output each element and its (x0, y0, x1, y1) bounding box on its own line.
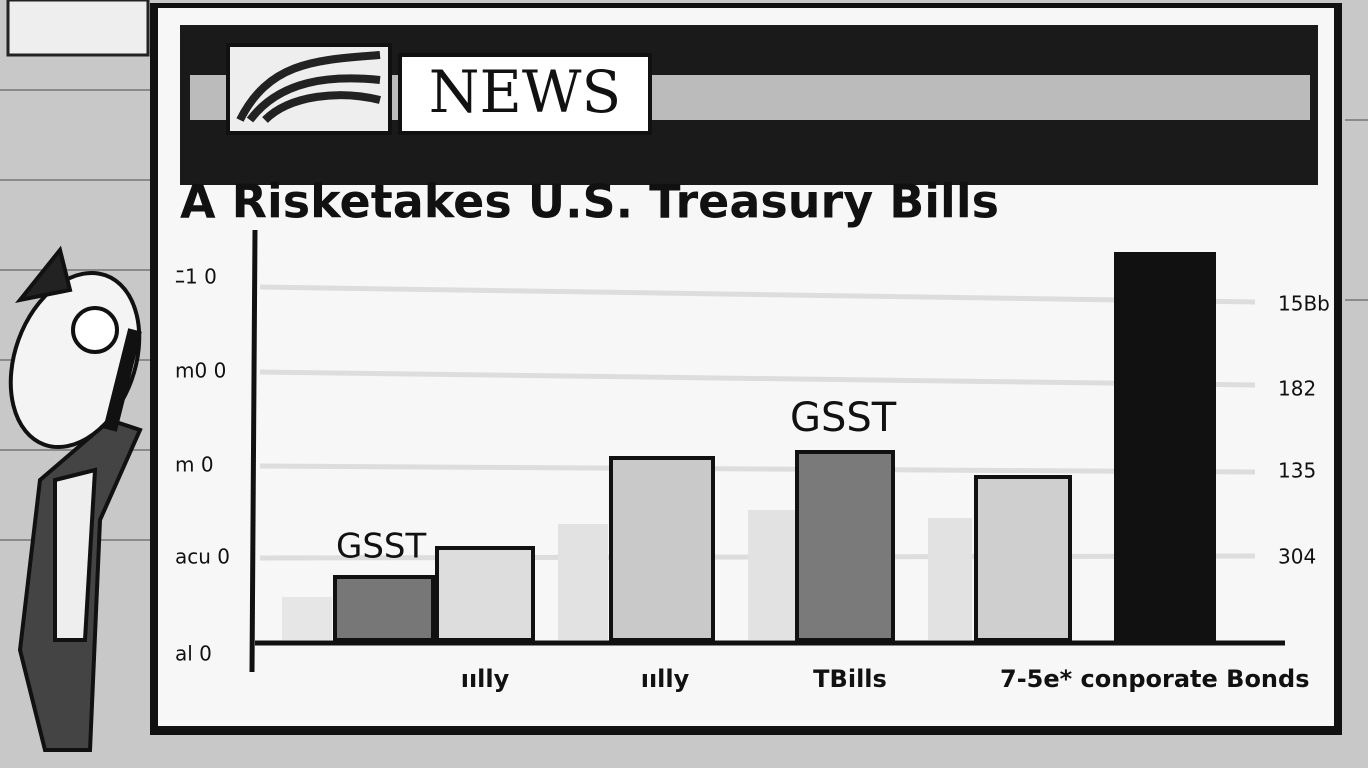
left-label: al 0 (175, 642, 212, 666)
chart-title: A Risketakes U.S. Treasury Bills (180, 175, 999, 229)
right-label: 135 (1278, 459, 1316, 483)
bars (282, 252, 1216, 642)
x-label: ıılly (461, 665, 510, 693)
right-label: 304 (1278, 545, 1316, 569)
emblem-swoosh (236, 51, 381, 123)
sign (6, 0, 150, 57)
left-label: ﾆ1 0 (175, 265, 217, 289)
left-label: m0 0 (175, 359, 226, 383)
cartoon-man (8, 245, 143, 752)
x-label: 7-5e* conporate Bonds (1000, 665, 1309, 693)
left-label: acu 0 (175, 545, 230, 569)
right-label: 182 (1278, 377, 1316, 401)
left-labels: ﾆ1 0 m0 0 m 0 acu 0 al 0 (175, 265, 230, 666)
bar-label: GSST (790, 395, 897, 441)
x-label: ıılly (641, 665, 690, 693)
bar-label: GSST (336, 527, 427, 567)
right-labels: 15Bb 182 135 304 (1278, 292, 1330, 569)
y-axis (249, 229, 258, 673)
right-label: 15Bb (1278, 292, 1330, 316)
news-logo: NEWS (429, 58, 621, 126)
news-box (398, 53, 652, 135)
x-label: TBills (813, 665, 887, 693)
left-label: m 0 (175, 453, 214, 477)
